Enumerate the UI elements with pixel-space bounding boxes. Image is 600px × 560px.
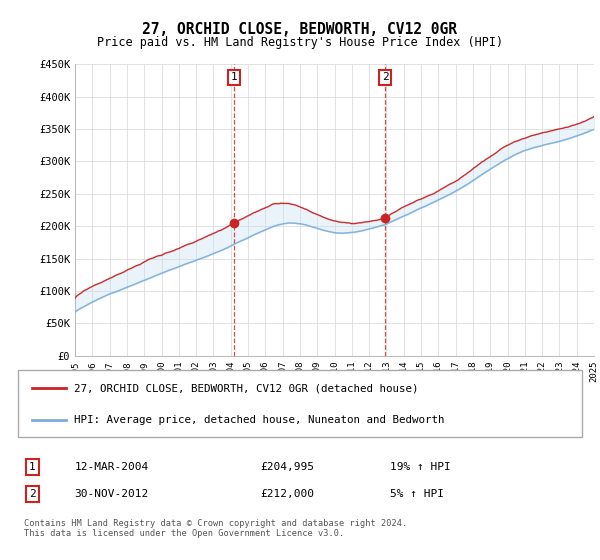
Text: 1: 1	[29, 462, 35, 472]
Text: £204,995: £204,995	[260, 462, 314, 472]
Text: 30-NOV-2012: 30-NOV-2012	[74, 489, 149, 499]
Text: £212,000: £212,000	[260, 489, 314, 499]
Text: Contains HM Land Registry data © Crown copyright and database right 2024.
This d: Contains HM Land Registry data © Crown c…	[23, 519, 407, 538]
Text: 19% ↑ HPI: 19% ↑ HPI	[390, 462, 451, 472]
Text: 12-MAR-2004: 12-MAR-2004	[74, 462, 149, 472]
Text: 27, ORCHID CLOSE, BEDWORTH, CV12 0GR (detached house): 27, ORCHID CLOSE, BEDWORTH, CV12 0GR (de…	[74, 384, 419, 394]
FancyBboxPatch shape	[18, 370, 582, 437]
Text: 2: 2	[29, 489, 35, 499]
Text: HPI: Average price, detached house, Nuneaton and Bedworth: HPI: Average price, detached house, Nune…	[74, 415, 445, 425]
Text: Price paid vs. HM Land Registry's House Price Index (HPI): Price paid vs. HM Land Registry's House …	[97, 36, 503, 49]
Text: 5% ↑ HPI: 5% ↑ HPI	[390, 489, 444, 499]
Text: 2: 2	[382, 72, 388, 82]
Text: 1: 1	[231, 72, 238, 82]
Text: 27, ORCHID CLOSE, BEDWORTH, CV12 0GR: 27, ORCHID CLOSE, BEDWORTH, CV12 0GR	[143, 22, 458, 38]
